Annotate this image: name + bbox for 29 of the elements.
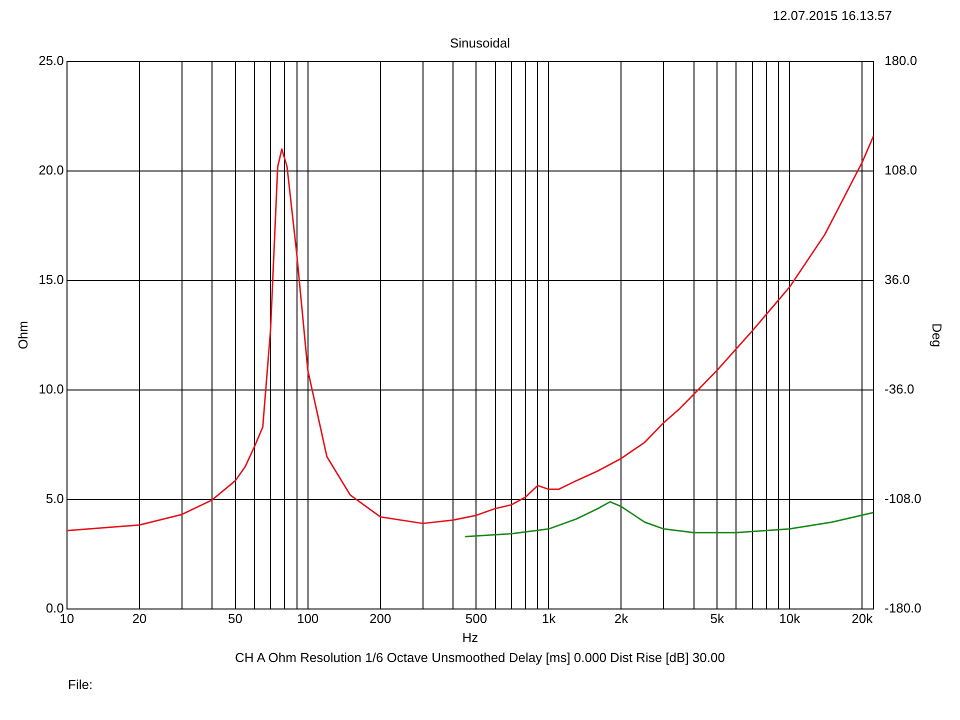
x-tick-label: 20k: [852, 611, 874, 626]
y2-tick-label: 108.0: [884, 162, 918, 178]
y2-tick-label: -108.0: [884, 490, 922, 506]
y-tick-label: 20.0: [38, 162, 64, 178]
y-tick-label: 25.0: [38, 53, 64, 68]
x-tick-label: 2k: [614, 611, 629, 626]
y-tick-label: 5.0: [46, 490, 64, 506]
x-tick-label: 200: [369, 611, 392, 626]
chart-title: Sinusoidal: [450, 35, 510, 50]
y2-axis-title: Deg: [930, 323, 945, 348]
x-tick-label: 20: [132, 611, 147, 626]
y-axis-title: Ohm: [15, 321, 30, 350]
y-tick-label: 10.0: [38, 382, 64, 396]
x-tick-label: 10k: [779, 611, 801, 626]
text: CH A Ohm Resolution 1/6 Octave Unsmoothed Delay [ms] 0.000 Dist Rise [dB] 30.00: [234, 650, 726, 665]
y2-tick-label: -36.0: [884, 382, 914, 396]
text: File:: [68, 677, 94, 692]
y2-tick-label: 180.0: [884, 53, 918, 68]
x-tick-label: 500: [465, 611, 488, 626]
text: 12.07.2015 16.13.57: [772, 8, 893, 25]
y-tick-label: 0.0: [46, 600, 64, 616]
x-tick-label: 50: [228, 611, 243, 626]
y-tick-label: 15.0: [38, 272, 64, 288]
x-tick-label: 100: [296, 611, 319, 626]
x-axis-title: Hz: [462, 630, 478, 645]
x-tick-label: 1k: [542, 611, 556, 626]
y2-tick-label: 36.0: [884, 272, 910, 288]
x-tick-label: 5k: [710, 611, 724, 626]
y2-tick-label: -180.0: [884, 600, 922, 616]
